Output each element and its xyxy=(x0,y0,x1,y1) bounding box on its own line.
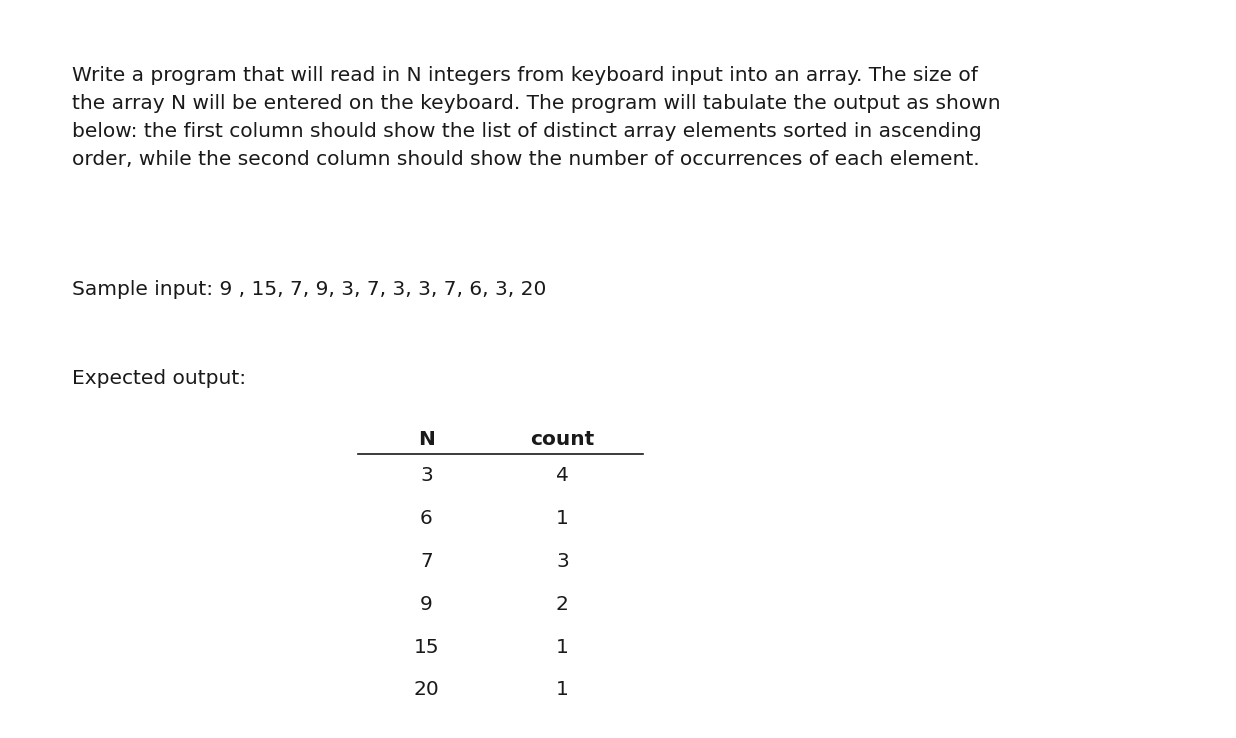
Text: 4: 4 xyxy=(556,466,569,486)
Text: 3: 3 xyxy=(420,466,433,486)
Text: Expected output:: Expected output: xyxy=(72,369,246,388)
Text: Sample input: 9 , 15, 7, 9, 3, 7, 3, 3, 7, 6, 3, 20: Sample input: 9 , 15, 7, 9, 3, 7, 3, 3, … xyxy=(72,280,546,300)
Text: 3: 3 xyxy=(556,552,569,571)
Text: 1: 1 xyxy=(556,509,569,528)
Text: 2: 2 xyxy=(556,595,569,614)
Text: 1: 1 xyxy=(556,680,569,700)
Text: 15: 15 xyxy=(414,638,439,657)
Text: 1: 1 xyxy=(556,638,569,657)
Text: 20: 20 xyxy=(414,680,439,700)
Text: count: count xyxy=(530,430,595,449)
Text: 7: 7 xyxy=(420,552,433,571)
Text: 9: 9 xyxy=(420,595,433,614)
Text: 6: 6 xyxy=(420,509,433,528)
Text: N: N xyxy=(418,430,435,449)
Text: Write a program that will read in N integers from keyboard input into an array. : Write a program that will read in N inte… xyxy=(72,66,1000,170)
